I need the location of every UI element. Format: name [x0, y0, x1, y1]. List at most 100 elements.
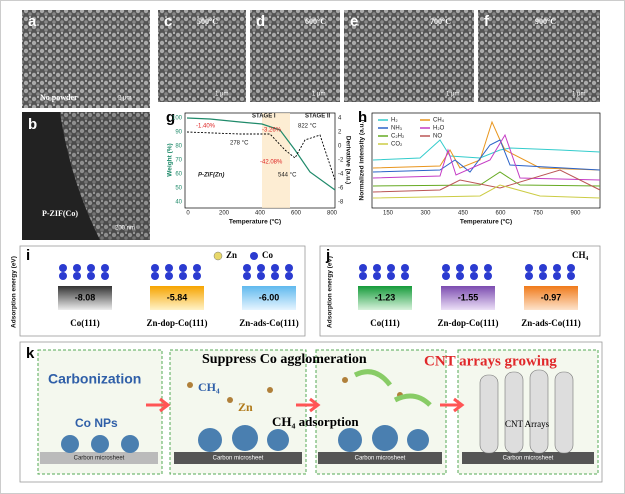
panel-label: g [166, 109, 175, 126]
temperature: 500°C [197, 17, 218, 26]
energy-bar [524, 286, 578, 310]
scale-bar: 2 μm [118, 96, 131, 102]
substrate: Carbon microsheet [503, 456, 554, 462]
atom [285, 264, 293, 272]
annotation: -1.40% [196, 124, 216, 130]
step-label: Suppress Co agglomeration [202, 352, 367, 367]
energy-bar [242, 286, 296, 310]
energy-value: -0.97 [541, 292, 562, 302]
species: CH₄ [198, 380, 220, 394]
atom [271, 264, 279, 272]
atom [101, 272, 109, 280]
y2-tick-label: -2 [338, 158, 344, 164]
x-tick-label: 150 [383, 211, 394, 217]
panel-g: g STAGE I STAGE II -1.40% 278 °C -3.26% … [166, 109, 351, 226]
y-tick-label: 100 [172, 116, 183, 122]
atom [567, 272, 575, 280]
structure-name: Co(111) [70, 318, 100, 328]
y-tick-label: 80 [175, 144, 182, 150]
energy-bar [358, 286, 412, 310]
panel-a: a No powder 2 μm [22, 10, 150, 108]
x-tick-label: 600 [495, 211, 506, 217]
caption: No powder [40, 93, 78, 102]
y-axis-label: Weight (%) [167, 143, 174, 176]
atom [456, 272, 464, 280]
step-label: CH₄ adsorption [272, 414, 359, 429]
atom [165, 264, 173, 272]
energy-bar [58, 286, 112, 310]
panel-j: j Adsorption energy (eV) CH₄ -1.23 Co(111… [319, 245, 601, 337]
substrate: Carbon microsheet [213, 456, 264, 462]
x-tick-label: 300 [420, 211, 431, 217]
atom [387, 272, 395, 280]
y-axis-label: Normalized intensity (a.u.) [359, 120, 366, 201]
panel-d: d 600°C 1 μm [250, 10, 340, 102]
atom [101, 264, 109, 272]
atom [257, 272, 265, 280]
legend-label: NH₃ [391, 126, 403, 132]
atom [257, 264, 265, 272]
atom [87, 272, 95, 280]
structure-name: Zn-ads-Co(111) [521, 318, 581, 328]
atom [73, 272, 81, 280]
atom [525, 272, 533, 280]
panel-c: c 500°C 1 μm [158, 10, 246, 102]
x-axis-label: Temperature (°C) [460, 218, 512, 226]
atom [243, 272, 251, 280]
caption: P-ZIF(Co) [42, 209, 78, 218]
atom [179, 264, 187, 272]
atom [484, 264, 492, 272]
energy-value: -8.08 [75, 292, 96, 302]
y2-axis-label: Derivative (a.u.) [344, 136, 351, 184]
y-tick-label: 50 [175, 186, 182, 192]
panel-h: h H₂ CH₄ NH₃ H₂O C₂H₂ NO CO₂ 150 300 450 600 750 900… [358, 109, 601, 226]
structure-name: Zn-ads-Co(111) [239, 318, 299, 328]
stage: STAGE I [252, 114, 276, 120]
y2-tick-label: -8 [338, 200, 344, 206]
scale-bar: 1 μm [446, 92, 459, 98]
temperature: 700°C [430, 17, 451, 26]
y-tick-label: 40 [175, 200, 182, 206]
species: Zn [238, 400, 253, 414]
atom [359, 272, 367, 280]
y2-tick-label: 0 [338, 144, 342, 150]
energy-bar [441, 286, 495, 310]
scale-bar: 1 μm [312, 92, 325, 98]
legend: CH₄ [572, 250, 589, 260]
panel-b: b P-ZIF(Co) 200 nm [22, 112, 150, 240]
y2-tick-label: 2 [338, 130, 342, 136]
panel-label: e [350, 13, 358, 30]
energy-value: -6.00 [259, 292, 280, 302]
panel-label: k [26, 345, 35, 362]
scale-bar: 1 μm [572, 92, 585, 98]
legend-label: H₂ [391, 118, 398, 124]
panel-label: f [484, 13, 490, 30]
atom [151, 272, 159, 280]
annotation: 544 °C [278, 173, 297, 179]
legend-label: NO [433, 134, 442, 140]
annotation: -3.26% [262, 128, 282, 134]
structure-name: Zn-dop-Co(111) [437, 318, 498, 328]
panel-k: k Carbonization Co NPs Suppress Co agglo… [19, 341, 603, 483]
atom [567, 264, 575, 272]
atom [59, 264, 67, 272]
atom [387, 264, 395, 272]
atom [373, 272, 381, 280]
x-tick-label: 200 [219, 211, 230, 217]
atom [456, 264, 464, 272]
structure-name: Co(111) [370, 318, 400, 328]
x-tick-label: 900 [570, 211, 581, 217]
atom [525, 264, 533, 272]
y-tick-label: 60 [175, 172, 182, 178]
y-tick-label: 70 [175, 158, 182, 164]
substrate: Carbon microsheet [355, 456, 406, 462]
panel-i: i Adsorption energy (eV) Zn Co -8.08 Co(1… [11, 245, 306, 337]
atom [87, 264, 95, 272]
atom [165, 272, 173, 280]
atom [401, 264, 409, 272]
legend: Zn [226, 250, 237, 260]
x-tick-label: 800 [327, 211, 338, 217]
atom [243, 264, 251, 272]
y-tick-label: 90 [175, 130, 182, 136]
atom [193, 272, 201, 280]
